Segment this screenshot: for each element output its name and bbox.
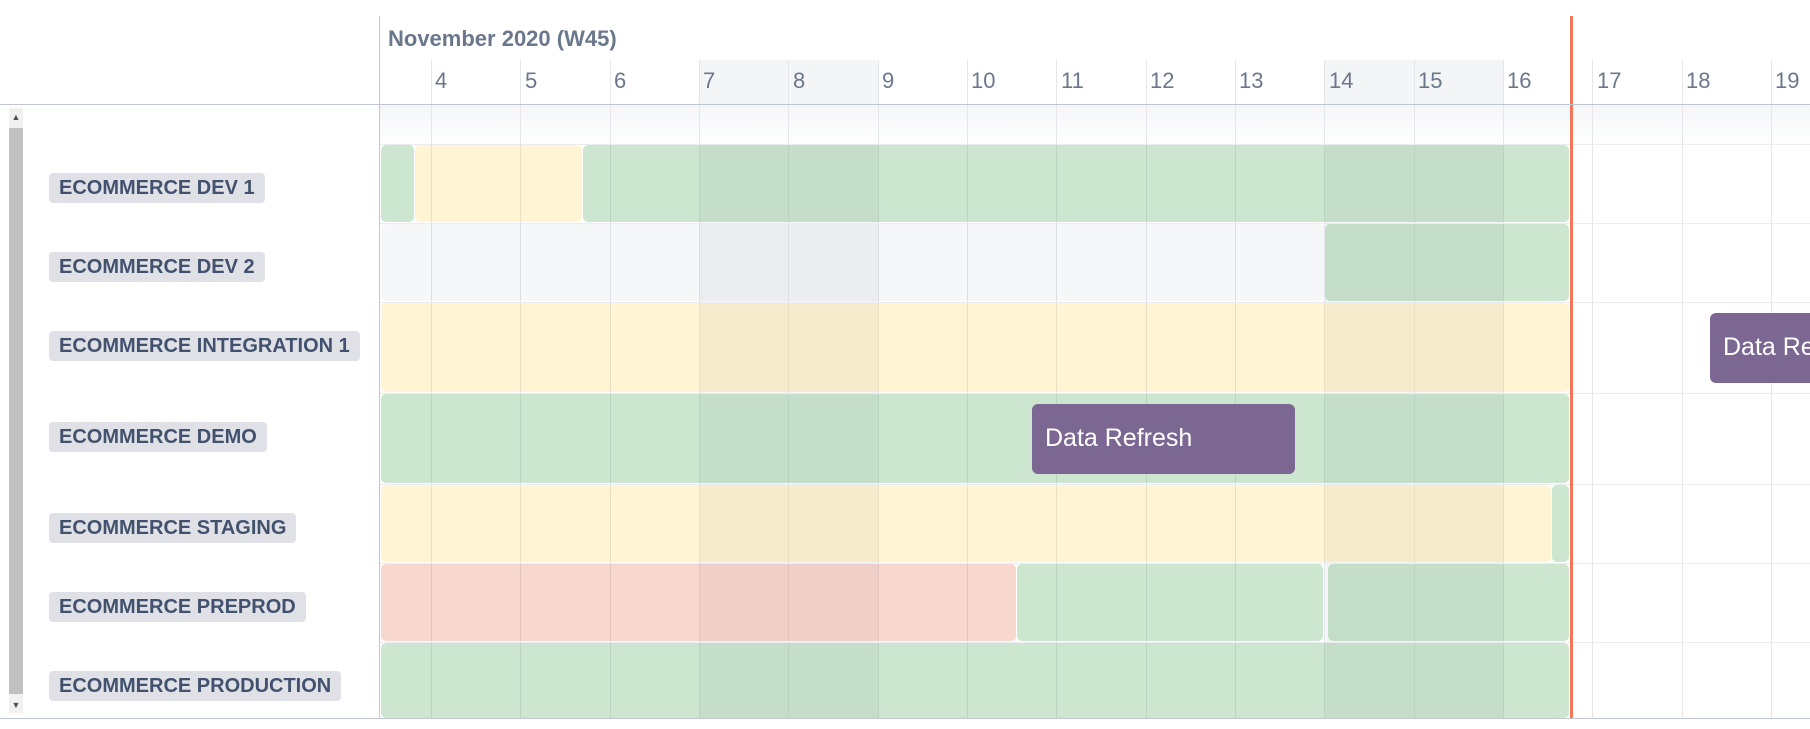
day-label: 19 [1775, 68, 1799, 94]
day-label: 4 [435, 68, 447, 94]
row-label-ecommerce-dev-1[interactable]: ECOMMERCE DEV 1 [49, 173, 265, 203]
availability-bar[interactable] [381, 394, 1569, 483]
day-label: 8 [793, 68, 805, 94]
day-label: 12 [1150, 68, 1174, 94]
triangle-up-icon[interactable]: ▲ [9, 108, 23, 126]
environment-label-column: ECOMMERCE DEV 1 ECOMMERCE DEV 2 ECOMMERC… [0, 0, 380, 729]
timeline-grid: November 2020 (W45) 4 5 6 7 8 9 10 11 12… [380, 0, 1810, 729]
day-label: 6 [614, 68, 626, 94]
event-data-refresh[interactable]: Data Refresh [1710, 313, 1810, 383]
day-label: 17 [1597, 68, 1621, 94]
bottom-border [0, 718, 1810, 719]
day-grid-line [1682, 60, 1683, 719]
reservation-bar[interactable] [381, 303, 1569, 392]
availability-bar[interactable] [1328, 564, 1569, 641]
row-label-ecommerce-staging[interactable]: ECOMMERCE STAGING [49, 513, 296, 543]
today-marker [1570, 16, 1573, 719]
label-column-divider [379, 16, 380, 719]
day-label: 15 [1418, 68, 1442, 94]
event-data-refresh[interactable]: Data Refresh [1032, 404, 1295, 474]
triangle-down-icon[interactable]: ▼ [9, 696, 23, 714]
availability-bar[interactable] [1552, 485, 1569, 562]
day-grid-line [1592, 60, 1593, 719]
header-divider [0, 104, 1810, 105]
day-label: 13 [1239, 68, 1263, 94]
day-label: 5 [525, 68, 537, 94]
day-label: 16 [1507, 68, 1531, 94]
row-label-ecommerce-dev-2[interactable]: ECOMMERCE DEV 2 [49, 252, 265, 282]
availability-bar[interactable] [1325, 224, 1569, 301]
availability-bar[interactable] [381, 643, 1569, 718]
day-grid-line [1771, 60, 1772, 719]
header-fade [380, 105, 1810, 145]
reservation-bar[interactable] [381, 485, 1551, 562]
row-label-ecommerce-production[interactable]: ECOMMERCE PRODUCTION [49, 671, 341, 701]
idle-bar [381, 224, 1324, 301]
row-label-ecommerce-demo[interactable]: ECOMMERCE DEMO [49, 422, 267, 452]
scrollbar-thumb[interactable] [9, 128, 23, 694]
reservation-bar[interactable] [415, 145, 582, 222]
day-label: 18 [1686, 68, 1710, 94]
row-label-ecommerce-integration-1[interactable]: ECOMMERCE INTEGRATION 1 [49, 331, 360, 361]
day-label: 14 [1329, 68, 1353, 94]
availability-bar[interactable] [381, 145, 414, 222]
availability-bar[interactable] [1017, 564, 1323, 641]
day-label: 11 [1061, 68, 1084, 94]
day-label: 9 [882, 68, 894, 94]
availability-bar[interactable] [583, 145, 1569, 222]
month-week-label: November 2020 (W45) [388, 26, 617, 52]
day-label: 10 [971, 68, 995, 94]
blocked-bar[interactable] [381, 564, 1016, 641]
row-label-ecommerce-preprod[interactable]: ECOMMERCE PREPROD [49, 592, 306, 622]
day-label: 7 [703, 68, 715, 94]
